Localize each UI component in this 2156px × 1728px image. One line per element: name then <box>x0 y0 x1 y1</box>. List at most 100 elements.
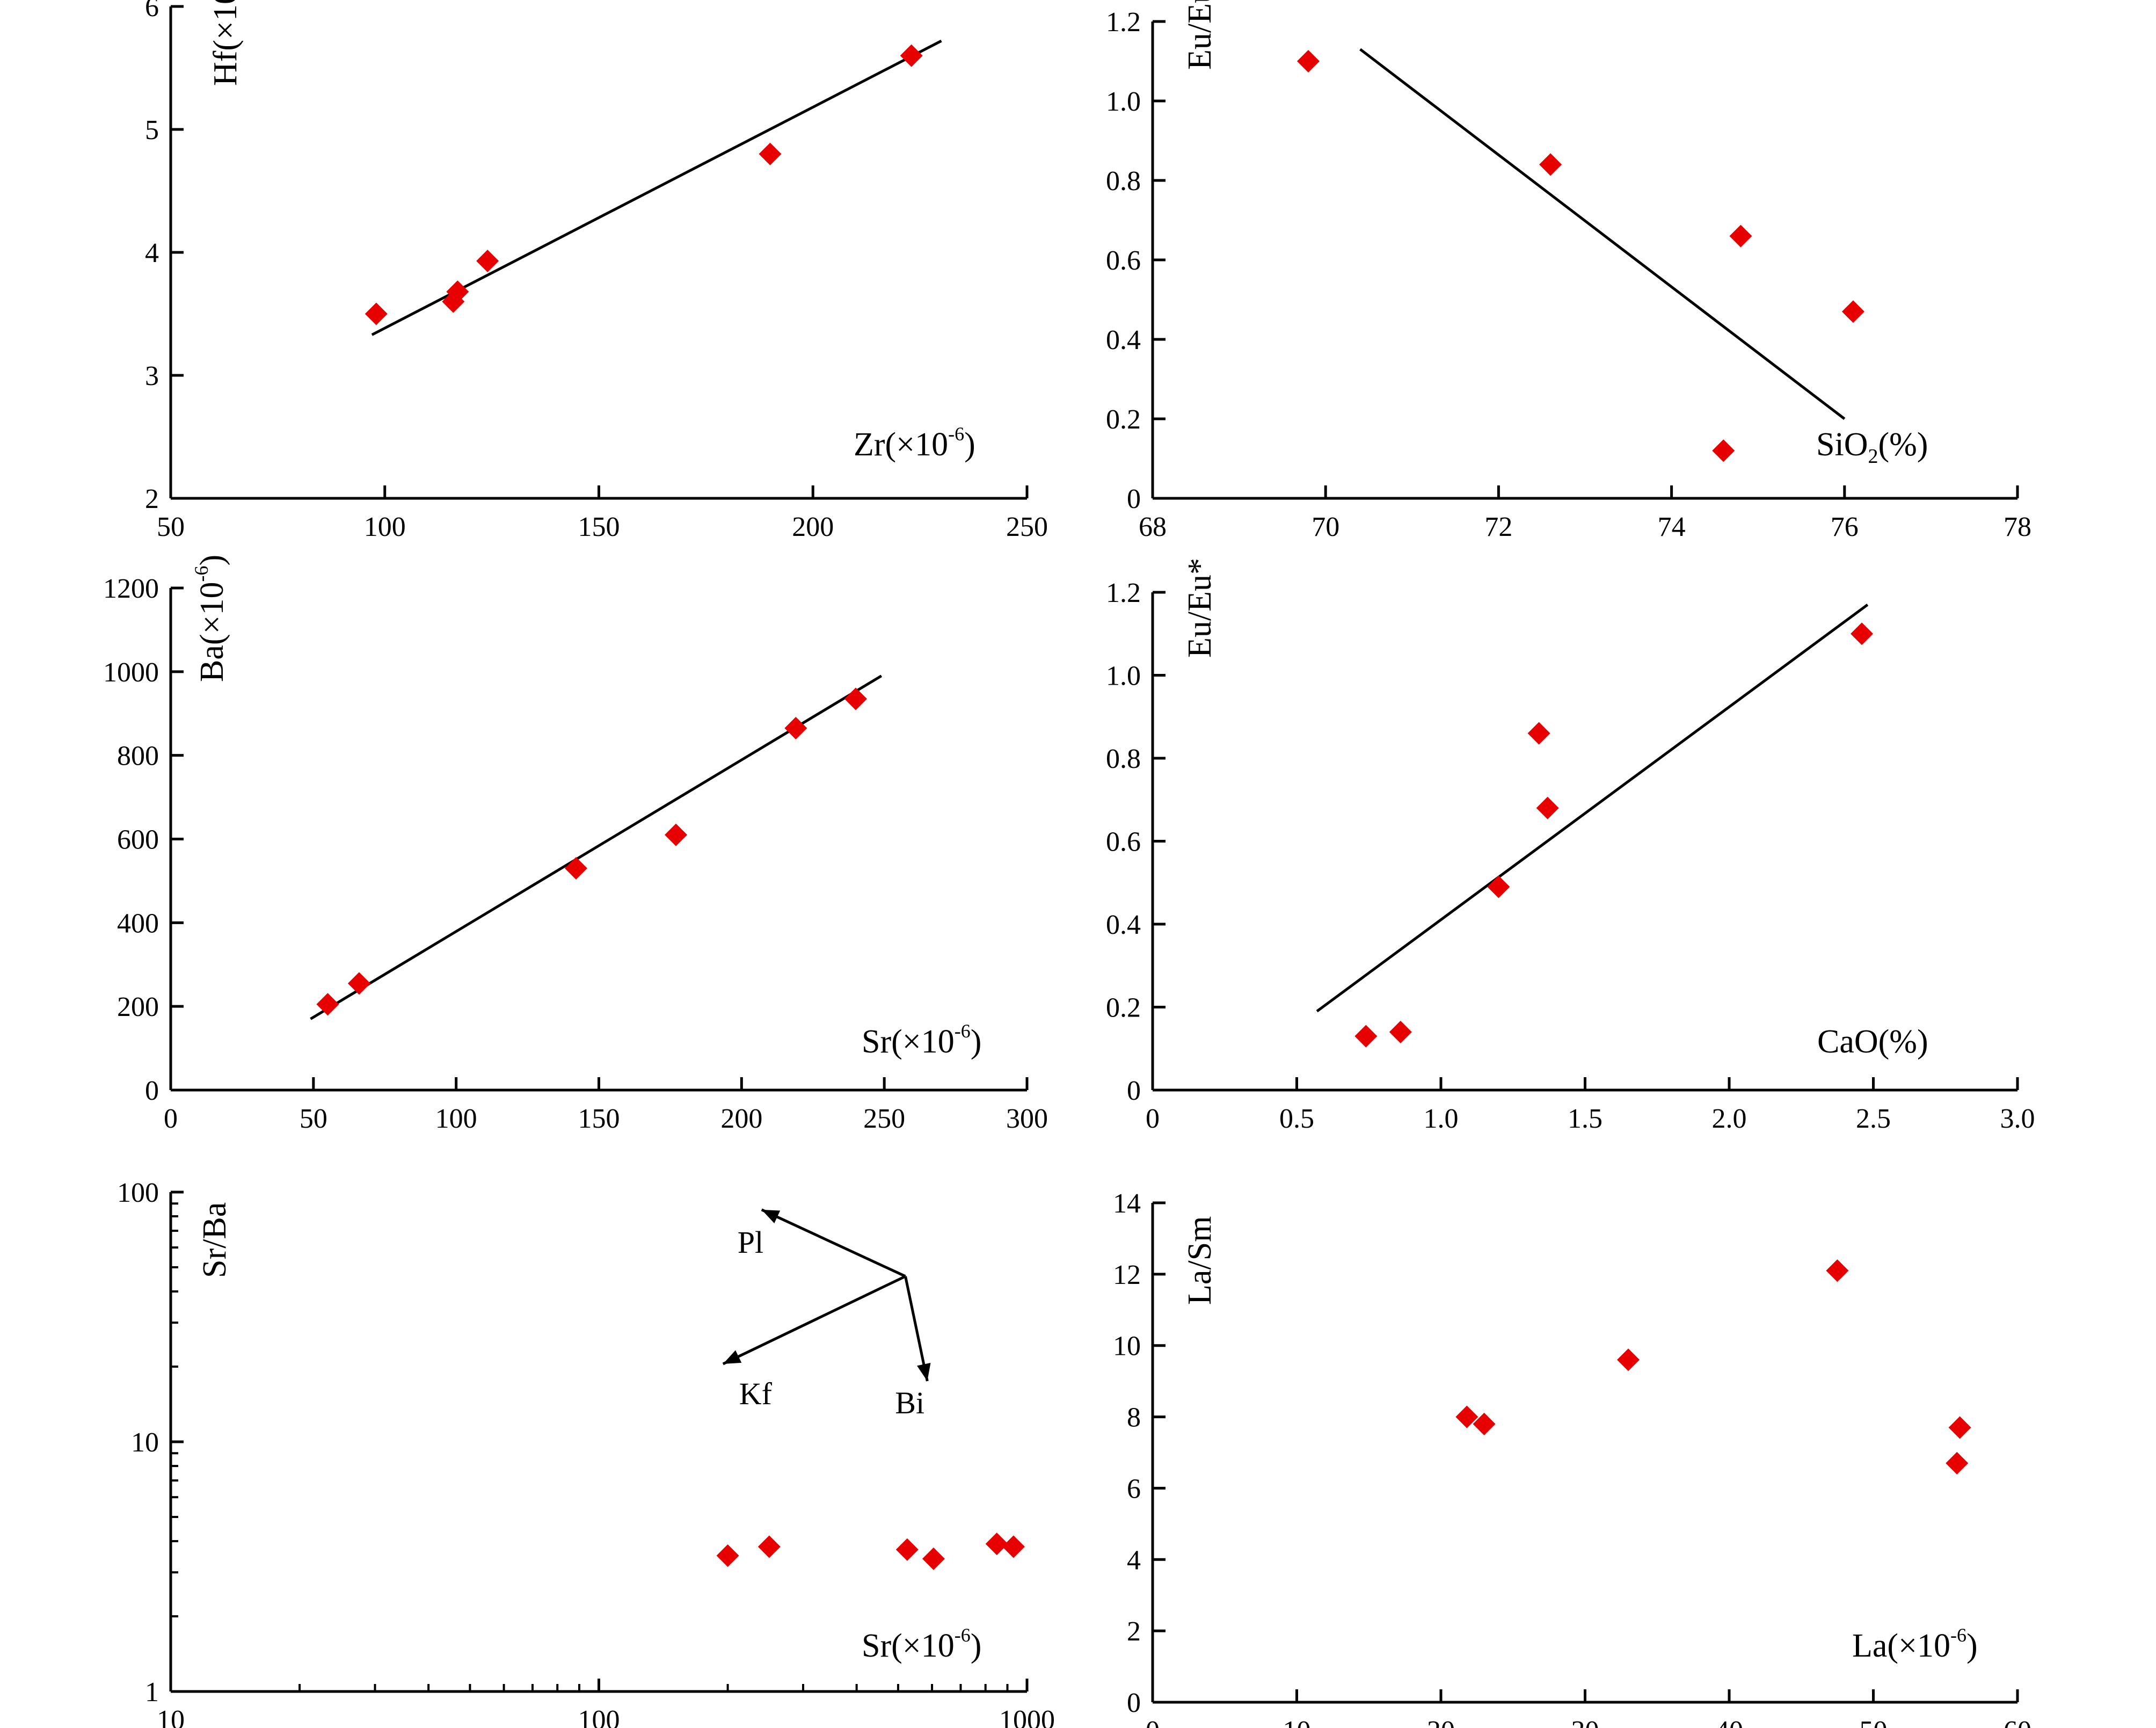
eu-sio2-x-axis-label-tail: (%) <box>1878 426 1928 463</box>
lasm-la-data-point <box>1473 1412 1496 1435</box>
eu-sio2-x-tick-label: 76 <box>1831 512 1859 542</box>
eu-sio2-data-point <box>1539 153 1562 176</box>
eu-sio2-data-point <box>1729 224 1752 248</box>
ba-sr-y-axis-label: Ba(×10-6) <box>191 555 230 682</box>
eu-cao-y-tick-label: 1.0 <box>1106 661 1141 692</box>
eu-sio2-y-axis-label-main: Eu/Eu* <box>1182 0 1218 70</box>
lasm-la-data-point <box>1946 1451 1969 1475</box>
panel-lasm-vs-la: 0 10 20 30 40 50 60 0 2 4 6 8 10 12 14 La/Sm La(×10-6) <box>1113 1188 2031 1728</box>
lasm-la-x-tick-label: 10 <box>1283 1716 1311 1728</box>
eu-cao-trend-line <box>1316 604 1869 1013</box>
lasm-la-x-axis-label-tail: ) <box>1966 1628 1978 1664</box>
ba-sr-data-point <box>665 823 688 846</box>
ba-sr-y-tick-label: 1200 <box>103 573 159 604</box>
eu-cao-y-tick-label: 1.2 <box>1106 578 1141 608</box>
eu-cao-x-tick-label: 2.5 <box>1856 1103 1891 1134</box>
ba-sr-x-tick-label: 150 <box>578 1103 620 1134</box>
eu-cao-y-tick-label: 0 <box>1127 1076 1141 1106</box>
srba-sr-data-point <box>716 1544 739 1567</box>
eu-cao-x-tick-label: 1.5 <box>1568 1103 1603 1134</box>
hf-zr-y-axis-label: Hf(×10-6) <box>204 0 244 86</box>
lasm-la-y-tick-label: 12 <box>1113 1260 1141 1290</box>
vector-kf-arrowhead <box>723 1350 742 1364</box>
eu-cao-data-point <box>1851 622 1874 645</box>
hf-zr-data-point <box>476 250 499 273</box>
panel-eu-vs-cao: 0 0.5 1.0 1.5 2.0 2.5 3.0 0 0.2 0.4 0.6 0.8 1.0 1.2 Eu… <box>1106 558 2035 1134</box>
srba-sr-x-tick-label: 100 <box>578 1705 620 1728</box>
lasm-la-y-tick-label: 0 <box>1127 1688 1141 1718</box>
eu-cao-data-point <box>1536 796 1559 819</box>
hf-zr-x-axis-label-main: Zr(×10 <box>854 426 948 463</box>
ba-sr-y-tick-label: 200 <box>117 992 159 1022</box>
lasm-la-y-axis-label: La/Sm <box>1182 1216 1218 1305</box>
lasm-la-data-point <box>1826 1259 1849 1282</box>
ba-sr-x-tick-label: 50 <box>300 1103 327 1134</box>
ba-sr-x-tick-label: 200 <box>720 1103 762 1134</box>
srba-sr-y-tick-label: 1 <box>145 1677 159 1708</box>
hf-zr-data-point <box>900 44 923 67</box>
ba-sr-x-tick-label: 0 <box>164 1103 178 1134</box>
vector-kf-line <box>722 1275 906 1366</box>
ba-sr-y-axis-label-superscript: -6 <box>191 566 212 582</box>
lasm-la-y-axis-label-main: La/Sm <box>1182 1216 1218 1305</box>
srba-sr-y-axis-label: Sr/Ba <box>196 1202 233 1278</box>
hf-zr-y-tick-label: 4 <box>145 238 159 268</box>
ba-sr-y-tick-label: 800 <box>117 741 159 772</box>
lasm-la-x-tick-label: 50 <box>1860 1716 1888 1728</box>
eu-sio2-y-axis-label: Eu/Eu* <box>1182 0 1218 70</box>
eu-sio2-x-tick-label: 78 <box>2004 512 2031 542</box>
eu-cao-x-tick-label: 0.5 <box>1279 1103 1314 1134</box>
ba-sr-y-tick-label: 600 <box>117 825 159 855</box>
lasm-la-x-tick-label: 20 <box>1427 1716 1455 1728</box>
lasm-la-y-tick-label: 10 <box>1113 1331 1141 1362</box>
eu-cao-y-axis-label-main: Eu/Eu* <box>1182 558 1218 658</box>
lasm-la-y-tick-label: 14 <box>1113 1188 1141 1219</box>
srba-sr-data-point <box>922 1547 945 1570</box>
eu-cao-y-tick-label: 0.8 <box>1106 744 1141 774</box>
srba-sr-y-axis-label-main: Sr/Ba <box>196 1202 233 1278</box>
eu-sio2-trend-line <box>1359 48 1846 420</box>
eu-cao-data-point <box>1354 1025 1378 1048</box>
srba-sr-x-axis-label-tail: ) <box>971 1628 982 1664</box>
srba-sr-y-tick-label: 100 <box>117 1178 159 1208</box>
vector-kf-label: Kf <box>739 1376 773 1411</box>
srba-sr-x-axis-label-main: Sr(×10 <box>862 1628 955 1664</box>
eu-cao-y-axis-label: Eu/Eu* <box>1182 558 1218 658</box>
eu-cao-x-tick-label: 0 <box>1146 1103 1160 1134</box>
hf-zr-x-axis-label: Zr(×10-6) <box>854 423 975 463</box>
eu-cao-x-axis-label: CaO(%) <box>1817 1023 1928 1060</box>
eu-sio2-y-tick-label: 0.2 <box>1106 404 1141 435</box>
lasm-la-x-tick-label: 60 <box>2004 1716 2031 1728</box>
eu-sio2-x-axis-label-main: SiO <box>1816 426 1868 463</box>
eu-cao-y-tick-label: 0.2 <box>1106 993 1141 1023</box>
eu-sio2-x-tick-label: 72 <box>1484 512 1512 542</box>
srba-sr-x-tick-label: 1000 <box>999 1705 1055 1728</box>
hf-zr-y-tick-label: 6 <box>145 0 159 23</box>
hf-zr-y-axis-label-main: Hf(×10 <box>207 0 244 86</box>
eu-cao-data-point <box>1487 875 1510 898</box>
lasm-la-y-tick-label: 6 <box>1127 1473 1141 1504</box>
eu-sio2-data-point <box>1841 300 1864 323</box>
eu-cao-y-tick-label: 0.4 <box>1106 910 1141 940</box>
srba-sr-data-point <box>985 1533 1008 1556</box>
eu-cao-x-tick-label: 1.0 <box>1424 1103 1459 1134</box>
ba-sr-y-tick-label: 0 <box>145 1076 159 1106</box>
lasm-la-data-point <box>1948 1416 1971 1439</box>
hf-zr-data-point <box>446 280 469 303</box>
eu-cao-y-tick-label: 0.6 <box>1106 827 1141 858</box>
panel-ba-vs-sr: 0 50 100 150 200 250 300 0 200 400 600 800 1000 1200 B… <box>103 555 1048 1134</box>
hf-zr-y-tick-label: 5 <box>145 115 159 146</box>
ba-sr-x-axis-label-superscript: -6 <box>955 1020 971 1042</box>
eu-sio2-x-axis-label: SiO2(%) <box>1816 426 1928 468</box>
lasm-la-y-tick-label: 8 <box>1127 1403 1141 1433</box>
eu-sio2-x-tick-label: 74 <box>1658 512 1686 542</box>
hf-zr-x-tick-label: 100 <box>364 512 406 542</box>
vector-bi-line <box>904 1276 929 1382</box>
eu-sio2-data-point <box>1296 50 1320 72</box>
eu-cao-x-tick-label: 3.0 <box>2000 1103 2035 1134</box>
lasm-la-y-tick-label: 2 <box>1127 1616 1141 1647</box>
vector-pl-label: Pl <box>738 1225 763 1260</box>
